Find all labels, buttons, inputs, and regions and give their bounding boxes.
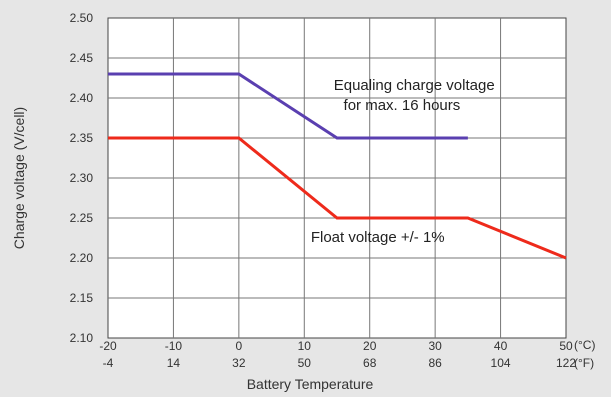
y-tick-label: 2.25: [70, 211, 94, 225]
y-tick-label: 2.10: [70, 331, 94, 345]
x-tick-label-fahrenheit: 50: [298, 356, 312, 370]
x-tick-label-celsius: 20: [363, 339, 377, 353]
x-tick-label-fahrenheit: 32: [232, 356, 246, 370]
annotations: Equaling charge voltage for max. 16 hours…: [311, 77, 495, 246]
y-tick-label: 2.30: [70, 171, 94, 185]
x-axis-title: Battery Temperature: [247, 376, 374, 392]
x-tick-label-celsius: 40: [494, 339, 508, 353]
series-layer: [108, 72, 567, 260]
series-line-1: [108, 72, 468, 140]
y-tick-label: 2.50: [70, 11, 94, 25]
y-tick-label: 2.40: [70, 91, 94, 105]
y-tick-label: 2.35: [70, 131, 94, 145]
tick-labels: 2.10 2.15 2.20 2.25 2.30 2.35 2.40 2.45 2.50 -20 -…: [70, 11, 577, 370]
x-tick-label-celsius: -10: [165, 339, 183, 353]
x-tick-label-fahrenheit: 86: [428, 356, 442, 370]
y-tick-label: 2.20: [70, 251, 94, 265]
series-line-2: [108, 136, 567, 260]
x-tick-label-fahrenheit: -4: [103, 356, 114, 370]
x-unit-celsius: (°C): [574, 338, 595, 352]
x-unit-fahrenheit: (°F): [574, 356, 594, 370]
y-tick-label: 2.15: [70, 291, 94, 305]
x-tick-label-fahrenheit: 68: [363, 356, 377, 370]
x-tick-label-celsius: 10: [298, 339, 312, 353]
y-axis-title: Charge voltage (V/cell): [11, 107, 27, 249]
x-tick-label-celsius: -20: [99, 339, 117, 353]
x-tick-label-fahrenheit: 14: [167, 356, 181, 370]
x-tick-label-celsius: 30: [428, 339, 442, 353]
y-tick-label: 2.45: [70, 51, 94, 65]
x-tick-label-celsius: 0: [236, 339, 243, 353]
x-tick-label-fahrenheit: 104: [491, 356, 511, 370]
annotation-label: Equaling charge voltage: [334, 77, 495, 94]
x-tick-label-celsius: 50: [559, 339, 573, 353]
annotation-label: for max. 16 hours: [344, 97, 461, 114]
annotation-label: Float voltage +/- 1%: [311, 229, 445, 246]
x-tick-label-fahrenheit: 122: [556, 356, 576, 370]
